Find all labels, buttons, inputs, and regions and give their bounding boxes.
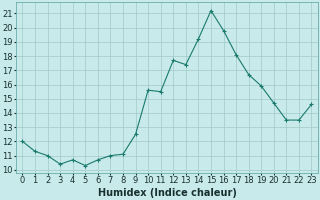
X-axis label: Humidex (Indice chaleur): Humidex (Indice chaleur) — [98, 188, 236, 198]
